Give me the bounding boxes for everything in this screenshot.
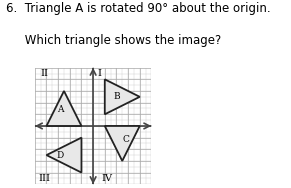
Polygon shape (105, 79, 140, 114)
Polygon shape (47, 91, 81, 126)
Text: B: B (113, 92, 120, 101)
Text: I: I (97, 69, 101, 78)
Text: 6.  Triangle A is rotated 90° about the origin.: 6. Triangle A is rotated 90° about the o… (6, 2, 270, 15)
Text: IV: IV (102, 174, 113, 183)
Text: A: A (57, 105, 64, 114)
Text: III: III (38, 174, 50, 183)
Text: C: C (122, 135, 129, 144)
Text: D: D (57, 151, 64, 160)
Text: II: II (40, 69, 48, 78)
Polygon shape (105, 126, 140, 161)
Polygon shape (47, 138, 81, 173)
Text: Which triangle shows the image?: Which triangle shows the image? (6, 34, 221, 47)
